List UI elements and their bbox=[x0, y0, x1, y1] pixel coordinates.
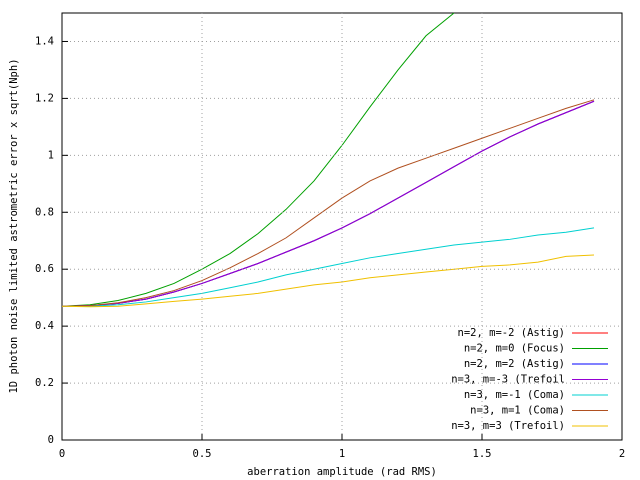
y-tick-label: 0.6 bbox=[35, 263, 54, 275]
series-line bbox=[62, 99, 595, 307]
legend-label: n=2, m=-2 (Astig) bbox=[458, 327, 565, 339]
y-tick-label: 1.2 bbox=[35, 92, 54, 104]
series-line bbox=[62, 227, 595, 307]
plot-area bbox=[62, 13, 595, 308]
legend-label: n=3, m=3 (Trefoil) bbox=[451, 420, 565, 432]
y-tick-label: 0.2 bbox=[35, 377, 54, 389]
series-line bbox=[62, 254, 595, 308]
y-tick-label: 0 bbox=[48, 434, 54, 446]
legend-label: n=3, m=1 (Coma) bbox=[470, 405, 565, 417]
series-line bbox=[62, 100, 595, 307]
x-axis-label: aberration amplitude (rad RMS) bbox=[247, 466, 437, 478]
legend-label: n=3, m=-1 (Coma) bbox=[464, 389, 565, 401]
x-tick-label: 0.5 bbox=[193, 448, 212, 460]
y-axis-label: 1D photon noise limited astrometric erro… bbox=[8, 58, 20, 393]
y-tick-label: 1.4 bbox=[35, 35, 54, 47]
x-tick-label: 1.5 bbox=[473, 448, 492, 460]
x-tick-label: 2 bbox=[619, 448, 625, 460]
series-line bbox=[62, 100, 595, 307]
x-tick-label: 1 bbox=[339, 448, 345, 460]
legend-label: n=2, m=2 (Astig) bbox=[464, 358, 565, 370]
y-tick-label: 0.4 bbox=[35, 320, 54, 332]
y-tick-label: 0.8 bbox=[35, 206, 54, 218]
legend-label: n=2, m=0 (Focus) bbox=[464, 343, 565, 355]
legend-label: n=3, m=-3 (Trefoil bbox=[451, 374, 565, 386]
x-tick-label: 0 bbox=[59, 448, 65, 460]
y-tick-label: 1 bbox=[48, 149, 54, 161]
series-line bbox=[62, 100, 595, 307]
series-line bbox=[62, 13, 455, 307]
